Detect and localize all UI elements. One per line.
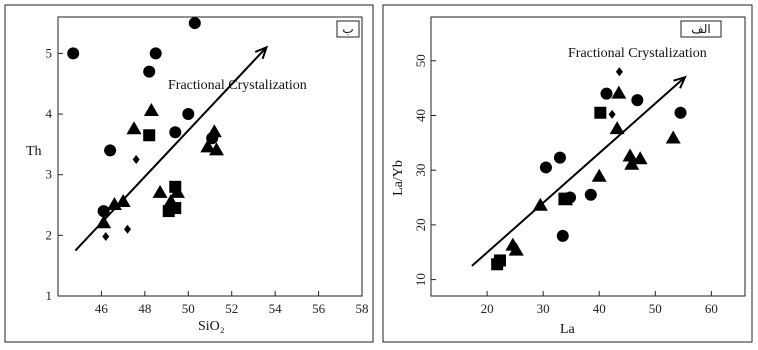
plot-area-b	[57, 16, 363, 297]
data-point-circle	[631, 94, 644, 107]
annotation-alef: Fractional Crystalization	[568, 46, 707, 61]
data-point-square	[169, 202, 182, 215]
data-point-triangle	[532, 197, 548, 211]
data-point-circle	[97, 205, 110, 218]
x-tick-label: 60	[705, 301, 718, 316]
y-tick-label: 2	[46, 227, 53, 242]
trend-arrow-head	[254, 45, 269, 60]
x-tick-label: 52	[225, 301, 238, 316]
y-tick-label: 4	[46, 106, 53, 121]
data-point-square	[558, 192, 571, 205]
panel-label-box-alef	[680, 20, 722, 38]
x-tick-label: 58	[356, 301, 369, 316]
data-point-triangle	[126, 121, 142, 135]
data-point-triangle	[200, 139, 216, 153]
trend-arrow-line	[74, 46, 268, 252]
x-axis-title-b: SiO₂	[198, 319, 225, 334]
y-tick-label: 1	[46, 288, 53, 303]
data-point-circle	[553, 151, 566, 164]
data-points-alef	[471, 28, 721, 271]
data-point-circle	[584, 188, 597, 201]
data-point-circle	[556, 229, 569, 242]
data-point-triangle	[115, 193, 131, 207]
y-axis-title-alef: La/Yb	[391, 160, 406, 196]
trend-arrow-line	[471, 76, 686, 267]
x-tick-label: 48	[138, 301, 151, 316]
data-point-triangle	[611, 85, 627, 99]
panel-alef: 20 30 40 50 60 10 20 30 40 50 La/Yb La Fractional…	[382, 4, 753, 343]
x-tick-label: 50	[649, 301, 662, 316]
x-tick-label: 54	[269, 301, 283, 316]
data-point-circle	[188, 17, 201, 30]
data-point-circle	[169, 126, 182, 139]
data-point-circle	[600, 87, 613, 100]
data-point-circle	[67, 47, 80, 60]
data-point-circle	[539, 161, 552, 174]
x-tick-label: 56	[312, 301, 326, 316]
data-point-square	[169, 180, 182, 193]
axis-ticks-b: 46 48 50 52 54 56 58 1 2 3 4 5	[46, 45, 369, 316]
data-points-b	[67, 17, 269, 252]
data-point-circle	[149, 47, 162, 60]
x-tick-label: 30	[537, 301, 550, 316]
data-point-diamond	[132, 155, 140, 165]
data-point-triangle	[96, 215, 112, 229]
data-point-circle	[104, 144, 117, 157]
panel-label-b: ب	[342, 22, 353, 36]
data-point-square	[493, 254, 506, 267]
axis-ticks-alef: 20 30 40 50 60 10 20 30 40 50	[413, 54, 718, 316]
data-point-diamond	[102, 232, 110, 242]
data-point-triangle	[624, 156, 640, 170]
y-tick-label: 40	[413, 109, 428, 122]
data-point-triangle	[508, 242, 524, 256]
data-point-diamond	[615, 67, 623, 77]
trend-arrow-head	[673, 75, 687, 89]
panel-b: 46 48 50 52 54 56 58 1 2 3 4 5 Th SiO₂ Fractional C…	[4, 4, 374, 343]
y-tick-label: 20	[413, 218, 428, 231]
data-point-triangle	[206, 124, 222, 138]
data-point-triangle	[152, 184, 168, 198]
y-tick-label: 10	[413, 273, 428, 286]
data-point-triangle	[632, 151, 648, 165]
y-tick-label: 3	[46, 167, 53, 182]
panel-label-box-b	[336, 20, 360, 38]
data-point-square	[143, 129, 156, 142]
data-point-circle	[674, 106, 687, 119]
data-point-triangle	[622, 148, 638, 162]
data-point-diamond	[123, 224, 131, 234]
data-point-square	[594, 106, 607, 119]
x-tick-label: 40	[593, 301, 606, 316]
data-point-triangle	[143, 103, 159, 117]
y-axis-title-b: Th	[26, 144, 42, 159]
data-point-circle	[182, 108, 195, 121]
data-point-triangle	[209, 142, 225, 156]
data-point-circle	[143, 65, 156, 78]
data-point-triangle	[609, 121, 625, 135]
x-tick-label: 50	[182, 301, 195, 316]
plot-area-alef	[430, 16, 746, 297]
y-tick-label: 50	[413, 54, 428, 67]
data-point-triangle	[665, 130, 681, 144]
x-tick-label: 46	[95, 301, 109, 316]
x-tick-label: 20	[481, 301, 494, 316]
data-point-triangle	[591, 168, 607, 182]
data-point-diamond	[608, 109, 616, 119]
y-tick-label: 30	[413, 164, 428, 177]
panel-label-alef: الف	[691, 22, 710, 36]
annotation-b: Fractional Crystalization	[168, 78, 307, 93]
x-axis-title-alef: La	[560, 322, 576, 337]
y-tick-label: 5	[46, 45, 53, 60]
